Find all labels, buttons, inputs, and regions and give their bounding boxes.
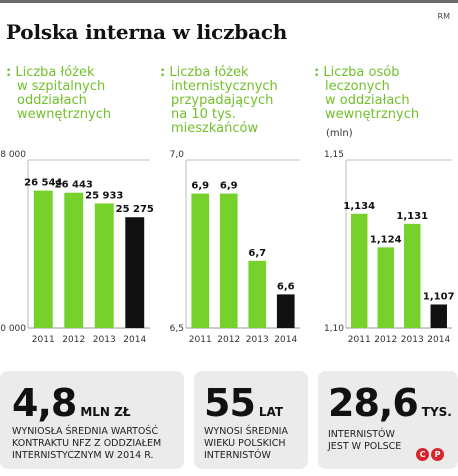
chart-1-bar — [64, 192, 84, 328]
chart-title-3: : Liczba osób leczonych w oddziałach wew… — [314, 66, 419, 122]
title-marker-icon: : — [160, 65, 166, 80]
stat-2-desc-line: WIEKU POLSKICH — [204, 438, 286, 449]
chart-3-bar — [430, 304, 447, 328]
chart-3-bar — [377, 247, 394, 328]
stat-card-1: 4,8 MLN ZŁ WYNIOSŁA ŚREDNIA WARTOŚĆ KONTR… — [0, 371, 184, 469]
chart-2-xtick-label: 2013 — [246, 335, 269, 345]
stat-1-value: 4,8 — [12, 381, 77, 425]
chart-2-data-label: 6,7 — [248, 248, 266, 259]
stat-3-desc-line: JEST W POLSCE — [328, 441, 402, 452]
chart-title-3-line-3: w oddziałach — [325, 93, 410, 108]
logo-letter-c: C — [416, 448, 429, 461]
chart-title-1-line-4: wewnętrznych — [17, 107, 112, 122]
stat-2-value: 55 — [204, 381, 256, 425]
chart-3-bar — [351, 213, 368, 328]
chart-1-ytick-min: 20 000 — [0, 324, 26, 334]
chart-1-xtick-label: 2011 — [32, 335, 55, 345]
chart-1-data-label: 25 275 — [116, 204, 154, 215]
chart-title-1-line-2: w szpitalnych — [17, 79, 106, 94]
chart-3-data-label: 1,124 — [370, 234, 402, 245]
chart-title-3-line-4: wewnętrznych — [325, 107, 420, 122]
chart-3-data-label: 1,131 — [396, 211, 428, 222]
chart-2-xtick-label: 2014 — [274, 335, 297, 345]
chart-title-1-line-3: oddziałach — [17, 93, 87, 108]
stat-2-description: WYNOSI ŚREDNIA WIEKU POLSKICH INTERNISTÓ… — [204, 426, 288, 462]
chart-2-bar — [191, 193, 210, 328]
stat-card-3: 28,6 TYS. INTERNISTÓW JEST W POLSCE C P — [318, 371, 458, 469]
chart-3-data-label: 1,107 — [423, 291, 455, 302]
chart-2-xtick-label: 2012 — [217, 335, 240, 345]
chart-1-ytick-max: 28 000 — [0, 150, 26, 160]
stat-1-description: WYNIOSŁA ŚREDNIA WARTOŚĆ KONTRAKTU NFZ Z… — [12, 426, 161, 462]
stat-1-desc-line: INTERNISTYCZNYM W 2014 R. — [12, 450, 154, 461]
chart-1-bar — [94, 203, 114, 328]
chart-2-xtick-label: 2011 — [189, 335, 212, 345]
publisher-logo: C P — [416, 448, 444, 461]
chart-title-3-line-1: Liczba osób — [323, 65, 400, 80]
chart-1-data-label: 26 544 — [24, 178, 62, 189]
stat-1-desc-line: WYNIOSŁA ŚREDNIA WARTOŚĆ — [12, 426, 159, 437]
stat-2-unit: LAT — [258, 405, 284, 419]
logo-letter-p: P — [431, 448, 444, 461]
chart-2-ytick-min: 6,5 — [170, 324, 184, 334]
chart-3-xtick-label: 2012 — [374, 335, 397, 345]
stat-3-value-group: 28,6 TYS. — [328, 381, 452, 425]
title-marker-icon: : — [6, 65, 12, 80]
chart-3-unit: (mln) — [326, 128, 353, 139]
chart-title-2: : Liczba łóżek internistycznych przypada… — [160, 66, 278, 136]
chart-1-data-label: 25 933 — [85, 190, 123, 201]
chart-3-xtick-label: 2013 — [401, 335, 424, 345]
chart-1-xtick-label: 2013 — [93, 335, 116, 345]
stat-2-desc-line: WYNOSI ŚREDNIA — [204, 426, 288, 437]
stat-2-value-group: 55 LAT — [204, 381, 283, 425]
chart-2-data-label: 6,9 — [220, 181, 238, 192]
chart-1-xtick-label: 2014 — [123, 335, 146, 345]
chart-2-data-label: 6,9 — [191, 181, 209, 192]
chart-3-xtick-label: 2014 — [427, 335, 450, 345]
chart-title-2-line-1: Liczba łóżek — [169, 65, 249, 80]
stat-2-desc-line: INTERNISTÓW — [204, 450, 271, 461]
chart-3-bar — [404, 223, 421, 328]
chart-3-xtick-label: 2011 — [348, 335, 371, 345]
stat-3-description: INTERNISTÓW JEST W POLSCE — [328, 429, 401, 453]
stat-3-desc-line: INTERNISTÓW — [328, 429, 395, 440]
stat-1-desc-line: KONTRAKTU NFZ Z ODDZIAŁEM — [12, 438, 162, 449]
stat-3-value: 28,6 — [328, 381, 419, 425]
author-credit: RM — [437, 12, 450, 21]
title-marker-icon: : — [314, 65, 320, 80]
stat-card-2: 55 LAT WYNOSI ŚREDNIA WIEKU POLSKICH INTE… — [194, 371, 308, 469]
page-title: Polska interna w liczbach — [6, 20, 288, 44]
chart-3-ytick-min: 1,10 — [324, 324, 344, 334]
chart-2-bar — [276, 294, 295, 328]
stat-1-unit: MLN ZŁ — [80, 405, 131, 419]
chart-3-ytick-max: 1,15 — [324, 150, 344, 160]
chart-1-data-label: 26 443 — [55, 180, 93, 191]
chart-2-bar — [219, 193, 238, 328]
chart-1-xtick-label: 2012 — [62, 335, 85, 345]
chart-2-ytick-max: 7,0 — [170, 150, 185, 160]
chart-1-bar — [125, 217, 145, 328]
chart-3-data-label: 1,134 — [343, 201, 375, 212]
chart-title-2-line-5: mieszkańców — [171, 121, 259, 136]
chart-title-2-line-4: na 10 tys. — [171, 107, 236, 122]
chart-title-1-line-1: Liczba łóżek — [15, 65, 95, 80]
chart-title-2-line-2: internistycznych — [171, 79, 278, 94]
top-rule — [0, 0, 458, 3]
chart-title-1: : Liczba łóżek w szpitalnych oddziałach … — [6, 66, 111, 122]
chart-2-bar — [248, 260, 267, 328]
chart-2-data-label: 6,6 — [277, 281, 295, 292]
chart-title-2-line-3: przypadających — [171, 93, 274, 108]
charts-area: 28 000 20 000 26 544 2011 26 443 2012 25 933 20… — [0, 150, 455, 345]
chart-1-bar — [33, 190, 53, 328]
stat-3-unit: TYS. — [421, 405, 452, 419]
stat-1-value-group: 4,8 MLN ZŁ — [12, 381, 131, 425]
chart-title-3-line-2: leczonych — [325, 79, 390, 94]
